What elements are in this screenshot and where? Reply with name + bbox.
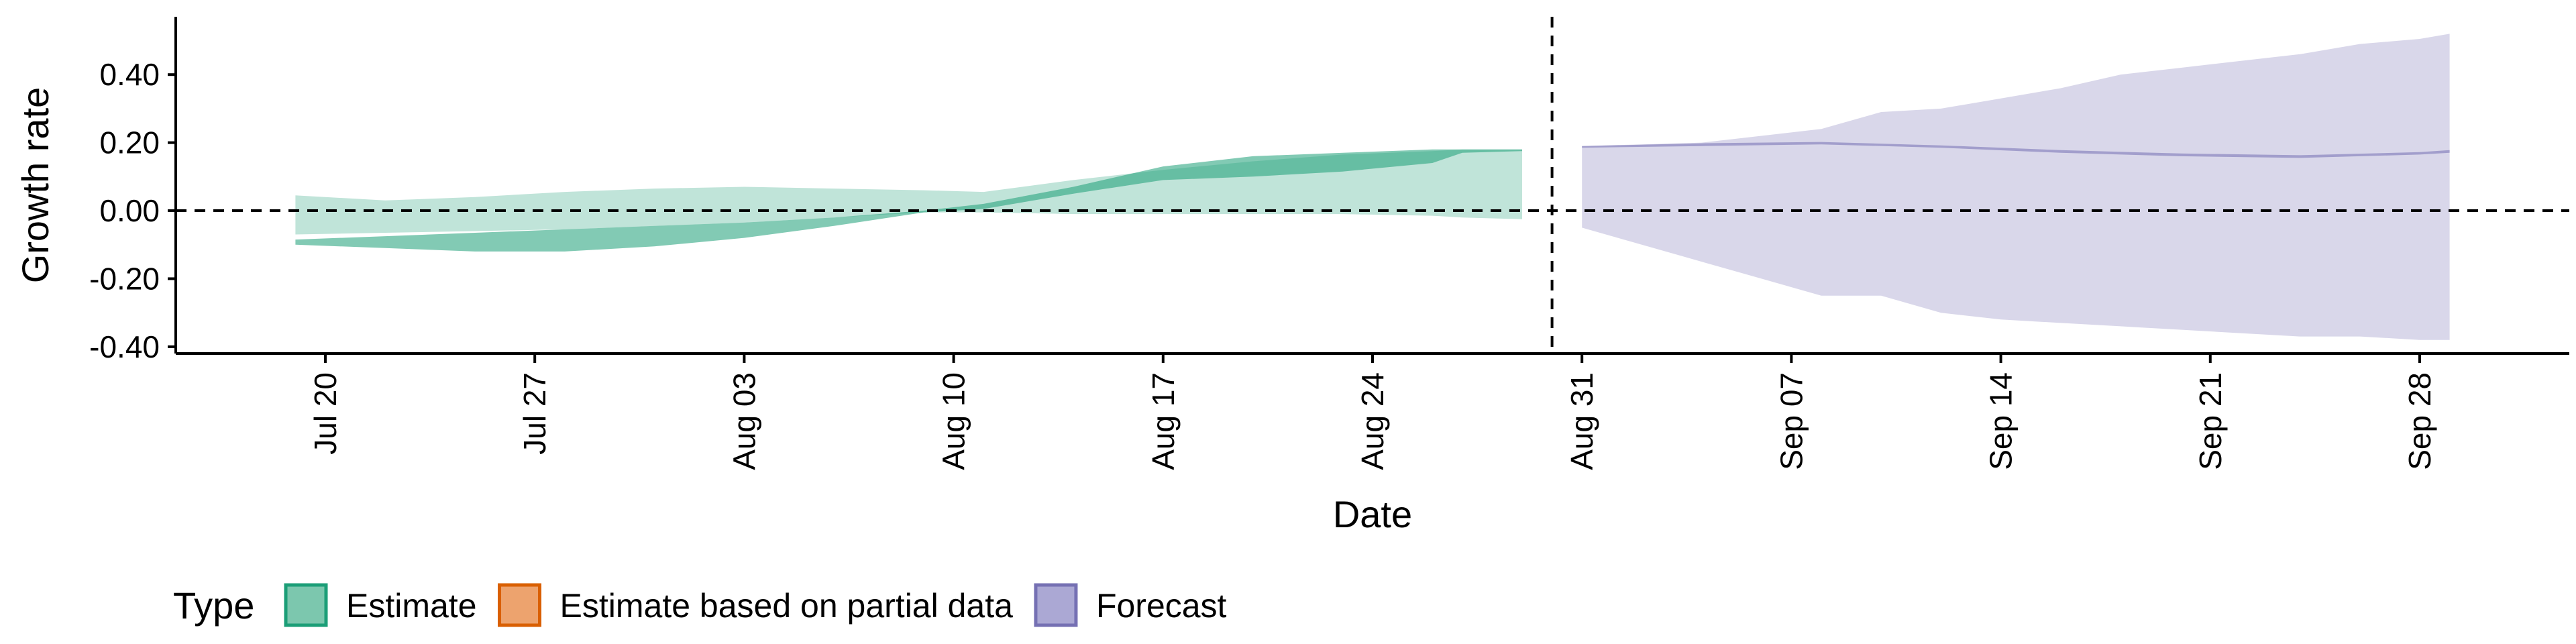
forecast-inner-band [1582, 142, 2450, 158]
legend-swatch-estimate-based-on-partial-data [498, 583, 542, 627]
x-tick-label: Jul 20 [308, 372, 343, 455]
legend: Type Estimate Estimate based on partial d… [173, 583, 1227, 627]
x-axis-title: Date [1333, 493, 1412, 535]
y-tick-label: 0.40 [99, 57, 160, 92]
reference-lines [176, 17, 2569, 354]
y-tick-label: -0.20 [89, 261, 160, 296]
legend-title: Type [173, 584, 254, 627]
x-tick-label: Jul 27 [517, 372, 552, 455]
x-tick-label: Aug 17 [1146, 372, 1181, 470]
x-tick-label: Sep 14 [1984, 372, 2019, 470]
axes: 0.40 0.20 0.00 -0.20 -0.40 Jul 20 Jul 27 Aug 0… [89, 17, 2569, 470]
legend-label-estimate: Estimate [346, 587, 477, 625]
y-axis-title: Growth rate [14, 87, 56, 284]
legend-label-forecast: Forecast [1096, 587, 1227, 625]
x-tick-label: Sep 21 [2193, 372, 2228, 470]
estimate-inner-band [295, 149, 1522, 252]
x-tick-label: Aug 03 [727, 372, 761, 470]
y-tick-label: 0.00 [99, 193, 160, 228]
forecast-outer-band [1582, 34, 2450, 340]
y-axis-ticks: 0.40 0.20 0.00 -0.20 -0.40 [89, 57, 176, 364]
x-tick-label: Sep 28 [2402, 372, 2437, 470]
legend-swatch-estimate [284, 583, 328, 627]
x-tick-label: Aug 10 [936, 372, 971, 470]
plot-bands [295, 34, 2450, 340]
legend-label-estimate-based-on-partial-data: Estimate based on partial data [560, 587, 1014, 625]
x-tick-label: Aug 31 [1564, 372, 1599, 470]
legend-swatch-forecast [1034, 583, 1078, 627]
y-tick-label: -0.40 [89, 329, 160, 364]
x-tick-label: Sep 07 [1774, 372, 1809, 470]
x-tick-label: Aug 24 [1355, 372, 1390, 470]
x-axis-ticks: Jul 20 Jul 27 Aug 03 Aug 10 Aug 17 Aug 24 Aug … [308, 354, 2437, 470]
y-tick-label: 0.20 [99, 125, 160, 160]
